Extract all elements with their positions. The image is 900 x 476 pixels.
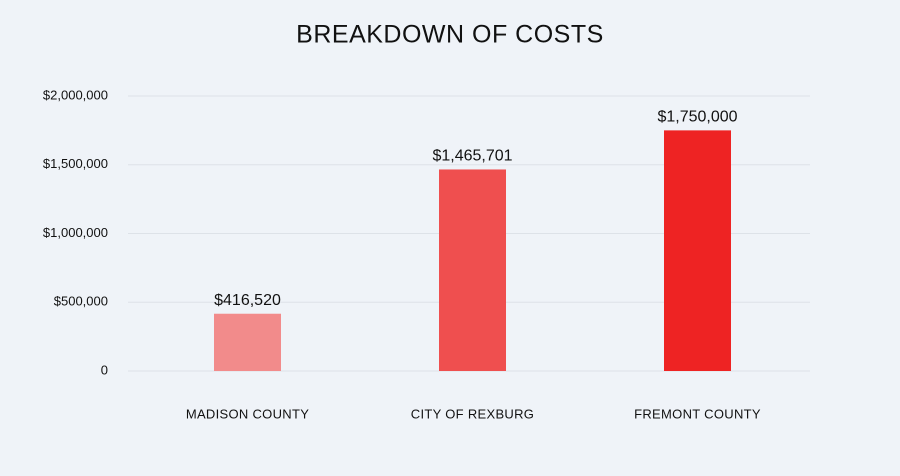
y-tick-label: $1,500,000 <box>43 156 108 171</box>
bar <box>439 169 506 371</box>
value-label: $416,520 <box>214 292 281 309</box>
chart-title: BREAKDOWN OF COSTS <box>296 21 604 49</box>
bar <box>664 130 731 371</box>
value-label: $1,750,000 <box>657 109 737 126</box>
x-tick-label: FREMONT COUNTY <box>634 406 761 421</box>
x-tick-label: MADISON COUNTY <box>186 406 309 421</box>
y-tick-label: $500,000 <box>54 294 108 309</box>
x-tick-label: CITY OF REXBURG <box>411 406 534 421</box>
value-label: $1,465,701 <box>432 148 512 165</box>
y-tick-label: $2,000,000 <box>43 87 108 102</box>
y-tick-label: $1,000,000 <box>43 225 108 240</box>
bar <box>214 313 281 371</box>
y-tick-label: 0 <box>101 362 108 377</box>
